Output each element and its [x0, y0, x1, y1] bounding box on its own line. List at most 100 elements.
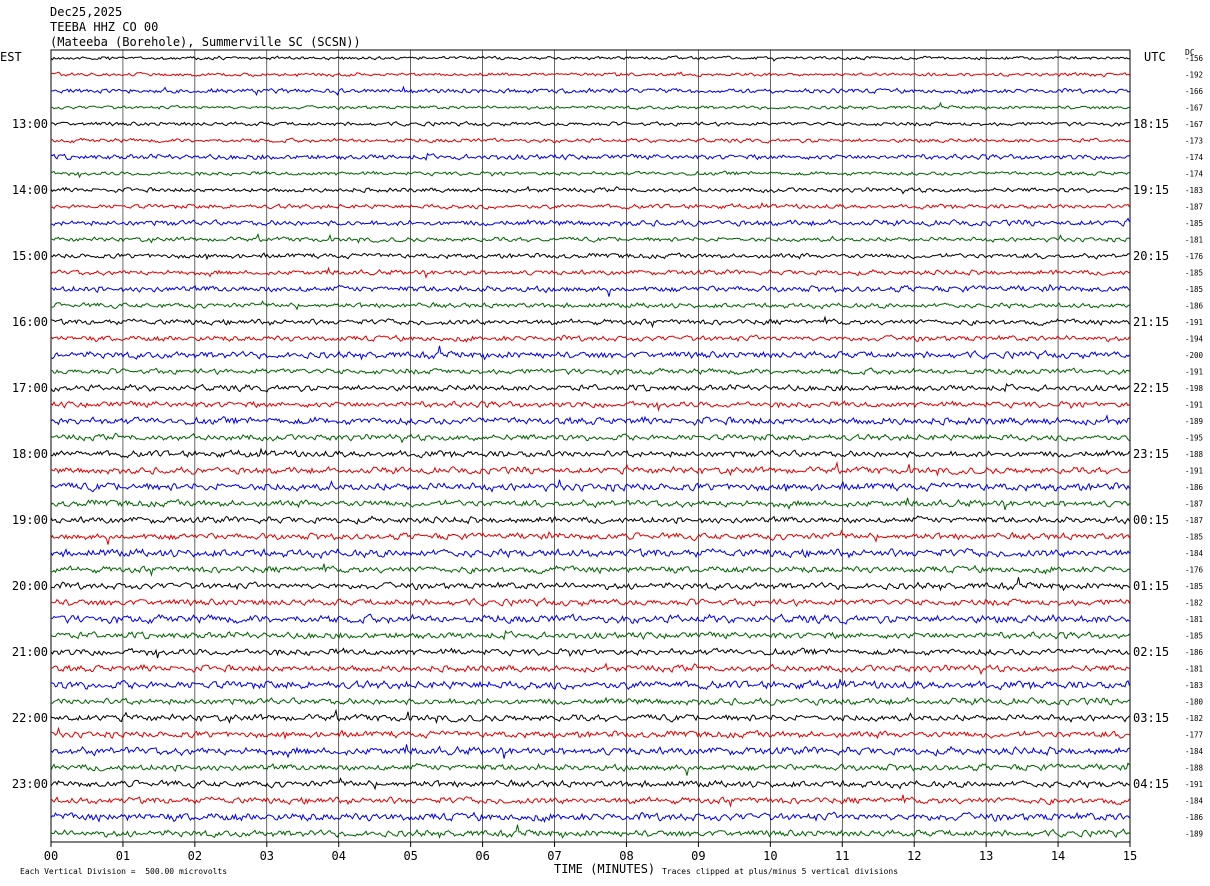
seismic-trace: [50, 432, 1130, 444]
seismic-trace: [50, 334, 1130, 343]
est-hour-label: 17:00: [12, 381, 48, 395]
seismic-trace: [50, 679, 1130, 691]
x-tick-label: 06: [475, 849, 489, 863]
seismic-trace: [50, 55, 1130, 62]
dc-offset-value: -181: [1185, 615, 1203, 624]
x-tick-label: 11: [835, 849, 849, 863]
dc-offset-value: -167: [1185, 104, 1203, 113]
utc-hour-label: 22:15: [1133, 381, 1169, 395]
utc-hour-label: 21:15: [1133, 315, 1169, 329]
dc-offset-value: -156: [1185, 54, 1204, 63]
dc-offset-value: -185: [1185, 285, 1203, 294]
est-hour-label: 23:00: [12, 777, 48, 791]
scale-note: Each Vertical Division = 500.00 microvol…: [20, 867, 228, 876]
dc-offset-value: -186: [1185, 302, 1204, 311]
dc-offset-value: -191: [1185, 318, 1203, 327]
seismic-trace: [50, 497, 1130, 511]
utc-hour-label: 04:15: [1133, 777, 1169, 791]
seismic-trace: [50, 629, 1130, 641]
x-tick-label: 05: [403, 849, 417, 863]
est-hour-label: 20:00: [12, 579, 48, 593]
seismic-trace: [50, 233, 1130, 244]
dc-offset-value: -198: [1185, 384, 1204, 393]
seismic-trace: [50, 597, 1130, 608]
dc-offset-value: -182: [1185, 599, 1203, 608]
utc-hour-label: 18:15: [1133, 117, 1169, 131]
seismic-trace: [50, 315, 1130, 329]
seismic-trace: [50, 726, 1130, 740]
dc-offset-value: -189: [1185, 417, 1203, 426]
dc-offset-value: -189: [1185, 830, 1203, 839]
dc-offset-value: -177: [1185, 731, 1203, 740]
dc-offset-value: -184: [1185, 549, 1204, 558]
x-tick-label: 08: [619, 849, 633, 863]
dc-offset-value: -187: [1185, 203, 1203, 212]
seismic-trace: [50, 479, 1130, 493]
seismic-trace: [50, 762, 1130, 776]
record-date: Dec25,2025: [50, 5, 123, 19]
dc-offset-value: -183: [1185, 681, 1203, 690]
seismic-trace: [50, 613, 1130, 625]
dc-offset-value: -167: [1185, 120, 1203, 129]
seismic-trace: [50, 217, 1130, 227]
seismic-trace: [50, 824, 1130, 840]
dc-column-header: DC: [1185, 48, 1195, 57]
dc-offset-value: -185: [1185, 269, 1203, 278]
x-tick-label: 00: [44, 849, 58, 863]
dc-offset-value: -181: [1185, 236, 1203, 245]
x-tick-label: 14: [1051, 849, 1065, 863]
seismic-trace: [50, 647, 1130, 659]
seismic-trace: [50, 414, 1130, 426]
utc-hour-label: 23:15: [1133, 447, 1169, 461]
dc-offset-value: -186: [1185, 648, 1204, 657]
x-tick-label: 07: [547, 849, 561, 863]
dc-offset-value: -200: [1185, 351, 1204, 360]
dc-offset-value: -176: [1185, 566, 1204, 575]
seismic-trace: [50, 101, 1130, 111]
seismic-trace: [50, 345, 1130, 361]
seismic-trace: [50, 367, 1130, 376]
x-tick-label: 04: [332, 849, 346, 863]
est-hour-label: 14:00: [12, 183, 48, 197]
seismic-trace: [50, 185, 1130, 195]
dc-offset-value: -195: [1185, 434, 1203, 443]
dc-offset-value: -174: [1185, 153, 1204, 162]
seismic-trace: [50, 696, 1130, 706]
seismic-trace: [50, 744, 1130, 759]
seismic-trace: [50, 529, 1130, 545]
dc-offset-value: -186: [1185, 483, 1204, 492]
seismic-trace: [50, 447, 1130, 459]
dc-offset-value: -191: [1185, 467, 1203, 476]
seismic-trace: [50, 547, 1130, 560]
dc-offset-value: -187: [1185, 500, 1203, 509]
x-tick-label: 13: [979, 849, 993, 863]
seismic-trace: [50, 461, 1130, 477]
dc-offset-value: -187: [1185, 516, 1203, 525]
seismic-trace: [50, 71, 1130, 78]
seismic-trace: [50, 85, 1130, 97]
x-tick-label: 12: [907, 849, 921, 863]
dc-offset-value: -181: [1185, 665, 1203, 674]
utc-hour-label: 01:15: [1133, 579, 1169, 593]
utc-hour-label: 19:15: [1133, 183, 1169, 197]
seismic-trace: [50, 252, 1130, 261]
seismic-trace: [50, 777, 1130, 791]
dc-offset-value: -174: [1185, 170, 1204, 179]
utc-hour-label: 00:15: [1133, 513, 1169, 527]
seismic-trace: [50, 266, 1130, 280]
seismic-trace: [50, 137, 1130, 144]
dc-offset-value: -180: [1185, 698, 1204, 707]
seismic-trace: [50, 400, 1130, 412]
utc-zone-label: UTC: [1144, 50, 1166, 64]
est-hour-label: 15:00: [12, 249, 48, 263]
utc-hour-label: 03:15: [1133, 711, 1169, 725]
dc-offset-value: -192: [1185, 71, 1203, 80]
x-axis-title: TIME (MINUTES): [554, 862, 656, 876]
seismic-trace: [51, 283, 1130, 297]
seismic-trace: [50, 708, 1130, 725]
seismic-trace: [50, 201, 1130, 210]
x-tick-label: 03: [260, 849, 274, 863]
x-tick-label: 02: [188, 849, 202, 863]
dc-offset-value: -184: [1185, 797, 1204, 806]
x-tick-label: 01: [116, 849, 130, 863]
